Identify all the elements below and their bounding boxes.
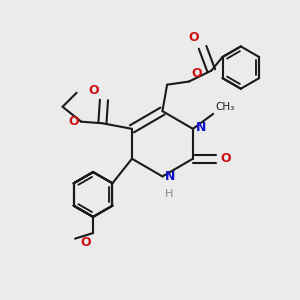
Text: O: O: [220, 152, 231, 165]
Text: O: O: [68, 115, 79, 128]
Text: CH₃: CH₃: [216, 102, 235, 112]
Text: O: O: [189, 31, 200, 44]
Text: O: O: [191, 67, 202, 80]
Text: O: O: [89, 84, 99, 98]
Text: N: N: [195, 121, 206, 134]
Text: N: N: [165, 170, 175, 183]
Text: H: H: [165, 189, 173, 199]
Text: O: O: [80, 236, 91, 248]
